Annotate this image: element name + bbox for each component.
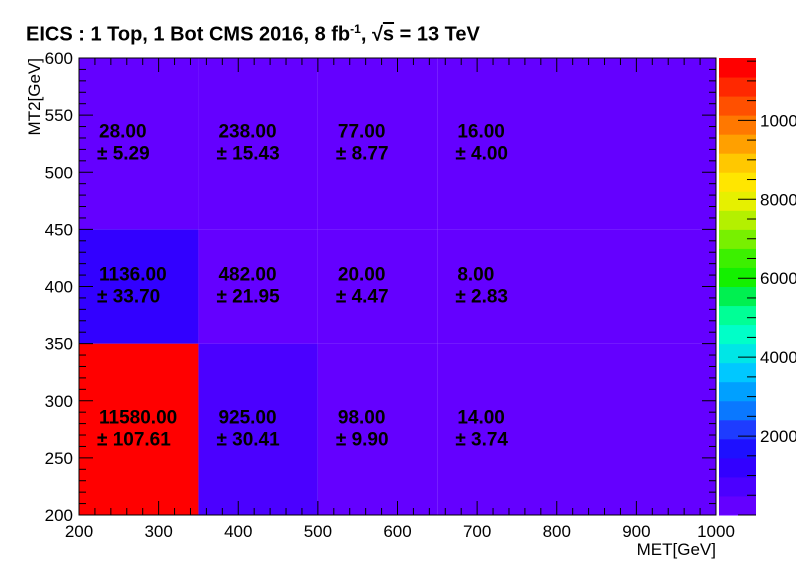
x-tick-label: 900 xyxy=(622,522,650,541)
heatmap-cell xyxy=(317,343,438,515)
y-axis: 200 250 300 350 400 450 500 550 600 xyxy=(45,49,716,525)
color-scale-label: 4000 xyxy=(760,348,796,367)
cell-error: ± 4.00 xyxy=(455,144,508,165)
color-scale-swatch xyxy=(719,438,756,459)
cell-value: 98.00 xyxy=(338,407,386,428)
cell-value: 11580.00 xyxy=(99,407,177,428)
cell-error: ± 21.95 xyxy=(216,287,280,308)
cell-error: ± 5.29 xyxy=(97,144,150,165)
color-scale-swatch xyxy=(719,495,756,516)
color-scale-swatch xyxy=(719,381,756,402)
title-lumi-exponent: -1 xyxy=(350,22,361,36)
cell-error: ± 107.61 xyxy=(97,429,171,450)
sqrt-symbol: √ xyxy=(371,23,383,46)
y-tick-label: 350 xyxy=(45,335,73,354)
color-scale-label: 8000 xyxy=(760,190,796,209)
y-tick-label: 550 xyxy=(45,106,73,125)
cell-error: ± 3.74 xyxy=(455,429,508,450)
cell-error: ± 9.90 xyxy=(336,429,389,450)
color-scale-swatch xyxy=(719,457,756,478)
color-scale-swatch xyxy=(719,476,756,497)
cell-value: 482.00 xyxy=(218,265,276,286)
color-scale-swatch xyxy=(719,96,756,116)
color-scale-swatch xyxy=(719,77,756,97)
heatmap-cell xyxy=(79,58,199,230)
color-scale-label: 6000 xyxy=(760,269,796,288)
cell-error: ± 2.83 xyxy=(455,287,508,308)
color-scale-swatch xyxy=(719,267,756,287)
title-energy: = 13 TeV xyxy=(394,23,480,46)
color-scale-swatch xyxy=(719,400,756,421)
color-scale-swatch xyxy=(719,248,756,268)
heatmap-cell xyxy=(317,229,438,344)
x-tick-label: 200 xyxy=(65,522,93,541)
heatmap-cell xyxy=(198,58,318,230)
cell-value: 14.00 xyxy=(457,407,505,428)
cell-error: ± 15.43 xyxy=(216,144,279,165)
color-scale-swatch xyxy=(719,172,756,192)
color-scale-swatch xyxy=(719,286,756,307)
color-scale-label: 2000 xyxy=(760,427,796,446)
x-tick-label: 800 xyxy=(543,522,571,541)
y-axis-label: MT2[GeV] xyxy=(25,58,44,135)
y-tick-label: 200 xyxy=(45,506,73,525)
y-tick-label: 500 xyxy=(45,163,73,182)
cell-value: 20.00 xyxy=(338,265,386,286)
title-main: EICS : 1 Top, 1 Bot CMS 2016, 8 fb xyxy=(26,23,351,46)
heatmap-cell xyxy=(198,229,318,344)
cell-value: 16.00 xyxy=(457,122,505,143)
x-tick-label: 600 xyxy=(383,522,411,541)
color-scale-swatch xyxy=(719,229,756,249)
cell-value: 28.00 xyxy=(99,122,147,143)
cell-value: 925.00 xyxy=(218,407,276,428)
cell-value: 238.00 xyxy=(218,122,276,143)
heatmap-cell xyxy=(198,343,318,515)
cell-value: 8.00 xyxy=(457,265,494,286)
color-scale-swatch xyxy=(719,210,756,230)
cell-value: 1136.00 xyxy=(99,265,167,286)
x-tick-label: 500 xyxy=(304,522,332,541)
heatmap-cell xyxy=(437,229,716,344)
title-s: s xyxy=(382,23,395,46)
color-scale-swatch xyxy=(719,191,756,211)
heatmap-cell xyxy=(437,343,716,515)
color-scale-swatch xyxy=(719,343,756,364)
color-scale-swatch xyxy=(719,419,756,440)
y-tick-label: 250 xyxy=(45,449,73,468)
chart-title: EICS : 1 Top, 1 Bot CMS 2016, 8 fb-1, √s… xyxy=(26,22,480,47)
y-tick-label: 300 xyxy=(45,392,73,411)
color-scale: 2000 4000 6000 8000 1000 xyxy=(719,58,796,516)
cell-value: 77.00 xyxy=(338,122,386,143)
x-tick-label: 700 xyxy=(463,522,491,541)
x-axis: 200 300 400 500 600 700 800 900 1000 xyxy=(65,58,735,541)
cell-labels: 11580.00± 107.61 925.00± 30.41 98.00± 9.90… xyxy=(97,122,508,451)
cell-error: ± 30.41 xyxy=(216,429,280,450)
y-tick-label: 600 xyxy=(45,49,73,68)
x-axis-label: MET[GeV] xyxy=(637,540,716,559)
heatmap-cell xyxy=(79,343,199,515)
color-scale-swatch xyxy=(719,58,756,78)
x-tick-label: 300 xyxy=(144,522,172,541)
y-tick-label: 400 xyxy=(45,278,73,297)
cell-error: ± 8.77 xyxy=(336,144,389,165)
cell-error: ± 4.47 xyxy=(336,287,389,308)
color-scale-swatch xyxy=(719,362,756,383)
x-tick-label: 400 xyxy=(224,522,252,541)
color-scale-swatch xyxy=(719,115,756,135)
color-scale-swatch xyxy=(719,324,756,345)
color-scale-label: 1000 xyxy=(760,111,796,130)
y-tick-label: 450 xyxy=(45,220,73,239)
cell-error: ± 33.70 xyxy=(97,287,160,308)
title-separator: , xyxy=(360,23,372,46)
heatmap-cells xyxy=(79,58,716,515)
heatmap-cell xyxy=(317,58,438,230)
color-scale-swatch xyxy=(719,153,756,173)
color-scale-swatch xyxy=(719,134,756,154)
heatmap-cell xyxy=(79,229,199,344)
heatmap-cell xyxy=(437,58,716,230)
color-scale-swatch xyxy=(719,305,756,326)
x-tick-label: 1000 xyxy=(697,522,735,541)
